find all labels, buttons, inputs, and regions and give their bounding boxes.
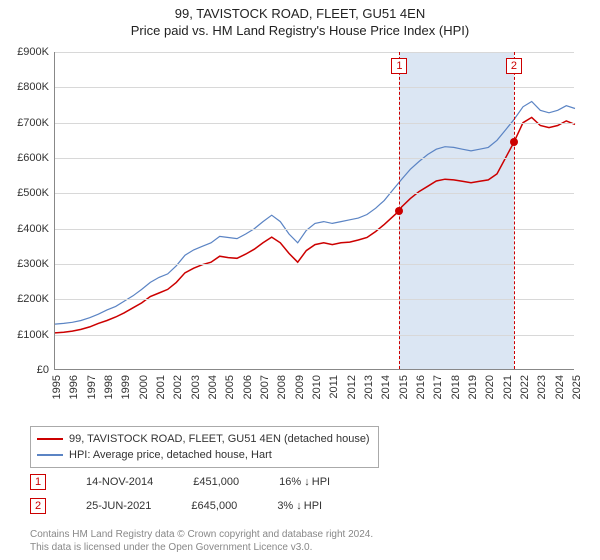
y-axis-label: £700K [17,117,49,129]
x-axis-label: 2009 [294,375,306,399]
y-axis-label: £100K [17,329,49,341]
legend-label: HPI: Average price, detached house, Hart [69,447,272,463]
y-axis-label: £900K [17,46,49,58]
x-axis-label: 2011 [328,375,340,399]
gridline [55,299,574,300]
summary-row: 1 14-NOV-2014 £451,000 16% HPI [30,474,330,490]
x-axis-label: 2017 [432,375,444,399]
x-axis-label: 2019 [467,375,479,399]
chart-container: 99, TAVISTOCK ROAD, FLEET, GU51 4EN Pric… [0,0,600,560]
legend-swatch [37,454,63,456]
x-axis-label: 2013 [363,375,375,399]
x-axis-label: 2000 [138,375,150,399]
x-axis-label: 1998 [103,375,115,399]
x-axis-label: 2010 [311,375,323,399]
gridline [55,335,574,336]
x-axis-label: 2002 [172,375,184,399]
x-axis-label: 2007 [259,375,271,399]
x-axis-label: 2008 [276,375,288,399]
legend-box: 99, TAVISTOCK ROAD, FLEET, GU51 4EN (det… [30,426,379,468]
y-axis-label: £0 [37,364,49,376]
sale-delta: 16% HPI [279,476,330,488]
x-axis-label: 2025 [571,375,583,399]
x-axis-label: 1997 [86,375,98,399]
page-title: 99, TAVISTOCK ROAD, FLEET, GU51 4EN [0,0,600,21]
x-axis-label: 2006 [242,375,254,399]
sale-marker-dot [395,207,403,215]
sale-price: £645,000 [191,500,237,512]
chart-svg [55,52,575,370]
x-axis-label: 1995 [51,375,63,399]
sale-marker-dot [510,138,518,146]
x-axis-label: 2016 [415,375,427,399]
x-axis-label: 2001 [155,375,167,399]
gridline [55,52,574,53]
legend-item: 99, TAVISTOCK ROAD, FLEET, GU51 4EN (det… [37,431,370,447]
x-axis-label: 1999 [120,375,132,399]
gridline [55,264,574,265]
gridline [55,87,574,88]
y-axis-label: £200K [17,293,49,305]
page-subtitle: Price paid vs. HM Land Registry's House … [0,21,600,38]
sale-marker-line [514,52,515,369]
legend-item: HPI: Average price, detached house, Hart [37,447,370,463]
footer-attribution: Contains HM Land Registry data © Crown c… [30,528,373,554]
sale-marker-badge: 2 [30,498,46,514]
x-axis-label: 2012 [346,375,358,399]
sale-marker-badge: 1 [30,474,46,490]
footer-line: Contains HM Land Registry data © Crown c… [30,528,373,541]
gridline [55,193,574,194]
y-axis-label: £600K [17,152,49,164]
x-axis-label: 2014 [380,375,392,399]
x-axis-label: 2022 [519,375,531,399]
gridline [55,123,574,124]
y-axis-label: £400K [17,223,49,235]
sale-date: 25-JUN-2021 [86,500,151,512]
legend-swatch [37,438,63,440]
y-axis-label: £800K [17,81,49,93]
x-axis-label: 2003 [190,375,202,399]
x-axis-label: 2020 [484,375,496,399]
chart-plot-area: £0£100K£200K£300K£400K£500K£600K£700K£80… [54,52,574,370]
summary-row: 2 25-JUN-2021 £645,000 3% HPI [30,498,322,514]
sale-marker-badge: 1 [391,58,407,74]
x-axis-label: 2004 [207,375,219,399]
sale-price: £451,000 [193,476,239,488]
footer-line: This data is licensed under the Open Gov… [30,541,373,554]
x-axis-label: 1996 [68,375,80,399]
y-axis-label: £300K [17,258,49,270]
x-axis-label: 2023 [536,375,548,399]
series-line-hpi [55,102,575,325]
gridline [55,158,574,159]
legend-label: 99, TAVISTOCK ROAD, FLEET, GU51 4EN (det… [69,431,370,447]
y-axis-label: £500K [17,187,49,199]
sale-date: 14-NOV-2014 [86,476,153,488]
sale-marker-badge: 2 [506,58,522,74]
x-axis-label: 2021 [502,375,514,399]
series-line-property [55,117,575,333]
x-axis-label: 2024 [554,375,566,399]
sale-delta: 3% HPI [277,500,322,512]
gridline [55,229,574,230]
x-axis-label: 2018 [450,375,462,399]
x-axis-label: 2015 [398,375,410,399]
x-axis-label: 2005 [224,375,236,399]
